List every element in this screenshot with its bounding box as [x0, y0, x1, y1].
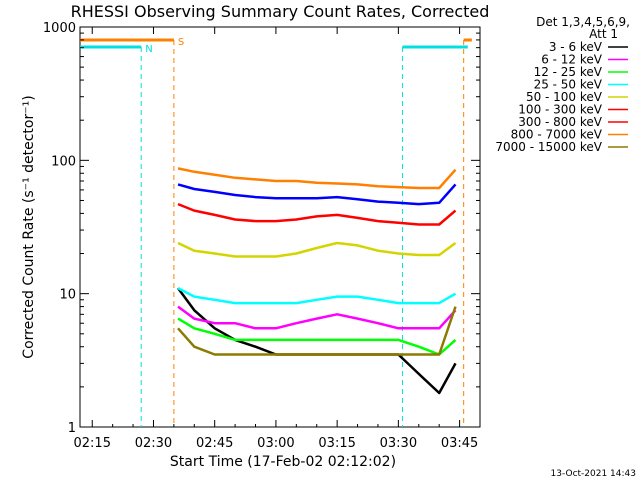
y-tick-label-2: 100 — [51, 154, 76, 169]
footer-date: 13-Oct-2021 14:43 — [551, 469, 636, 479]
legend-entry-2: 12 - 25 keV — [534, 65, 603, 79]
x-tick-label-4: 03:15 — [318, 436, 355, 451]
legend-entry-6: 300 - 800 keV — [518, 115, 602, 129]
series-line-8 — [177, 306, 457, 356]
marker-label-s: S — [178, 37, 184, 48]
legend-entry-1: 6 - 12 keV — [541, 53, 603, 67]
axes: 02:15 02:30 02:45 03:00 03:15 03:30 03:45 1 10 10… — [43, 21, 481, 451]
x-tick-label-6: 03:45 — [441, 436, 478, 451]
x-axis-label: Start Time (17-Feb-02 02:12:02) — [170, 454, 396, 470]
series-line-5 — [177, 202, 457, 226]
legend-entry-0: 3 - 6 keV — [549, 40, 603, 54]
plot-frame — [79, 26, 481, 428]
marker-label-n: N — [145, 44, 152, 55]
y-tick-label-0: 1 — [68, 421, 76, 436]
legend-entry-3: 25 - 50 keV — [534, 78, 603, 92]
series-line-4 — [177, 241, 457, 258]
legend-entry-7: 800 - 7000 keV — [511, 128, 603, 142]
legend-header-line-1: Det 1,3,4,5,6,9, — [536, 15, 630, 29]
series-line-1 — [177, 305, 457, 330]
y-tick-label-3: 1000 — [43, 21, 76, 36]
legend-entry-5: 100 - 300 keV — [518, 103, 602, 117]
chart-title: RHESSI Observing Summary Count Rates, Co… — [71, 2, 490, 21]
series-line-3 — [177, 286, 457, 305]
y-tick-label-1: 10 — [59, 288, 76, 303]
series-line-7 — [177, 167, 457, 190]
x-tick-label-3: 03:00 — [257, 436, 294, 451]
x-tick-label-0: 02:15 — [74, 436, 111, 451]
series-line-9 — [177, 183, 457, 206]
legend-entry-8: 7000 - 15000 keV — [495, 140, 602, 154]
plot-area: NS — [80, 37, 472, 427]
y-axis-label: Corrected Count Rate (s⁻¹ detector⁻¹) — [21, 95, 37, 358]
x-tick-label-1: 02:30 — [135, 436, 172, 451]
x-tick-label-2: 02:45 — [196, 436, 233, 451]
x-tick-label-5: 03:30 — [380, 436, 417, 451]
legend-header-line-2: Att 1 — [589, 27, 618, 41]
series-line-2 — [177, 317, 457, 356]
legend-entry-4: 50 - 100 keV — [526, 90, 603, 104]
